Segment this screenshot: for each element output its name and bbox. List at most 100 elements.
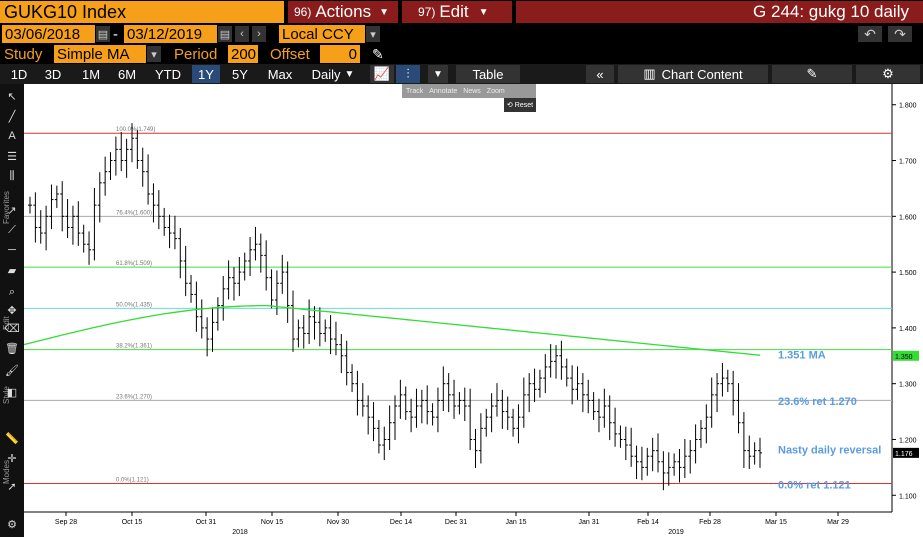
arrow-tool-icon[interactable]: ↗	[7, 204, 17, 217]
hline-tool-icon[interactable]: ─	[8, 244, 16, 256]
price-bar	[725, 369, 730, 393]
eraser-icon[interactable]: ⌫	[4, 322, 20, 335]
period-button-1d[interactable]: 1D	[10, 66, 28, 82]
price-bar	[521, 377, 526, 428]
edit-chart-icon[interactable]: ✎	[772, 65, 852, 83]
line-chart-icon[interactable]: 📈	[370, 65, 394, 83]
period-button-1y[interactable]: 1Y	[192, 65, 220, 83]
x-tick-label: Sep 28	[55, 519, 77, 526]
price-bar	[387, 405, 392, 451]
price-bar	[527, 373, 532, 413]
ray-tool-icon[interactable]: ⟋	[8, 223, 16, 236]
period-button-ytd[interactable]: YTD	[155, 66, 181, 82]
price-chart[interactable]: 1.800 1.700 1.600 1.500 1.400 1.300 1.200 1.100…	[23, 84, 923, 537]
study-select[interactable]: Simple MA	[54, 45, 146, 63]
fib-tool-icon[interactable]: ☰	[7, 150, 17, 163]
price-bar	[511, 408, 516, 437]
price-bar	[242, 252, 247, 281]
price-bar	[162, 207, 167, 236]
chevron-down-icon[interactable]: ▾	[147, 46, 161, 62]
period-button-6m[interactable]: 6M	[117, 66, 137, 82]
line-tool-icon[interactable]: ╱	[8, 110, 16, 123]
redo-icon[interactable]: ↷	[888, 26, 912, 42]
undo-icon[interactable]: ↶	[858, 26, 882, 42]
calendar-icon[interactable]: ▤	[96, 26, 110, 42]
delete-icon[interactable]: 🗑	[5, 342, 19, 355]
price-bar	[698, 419, 703, 448]
chevron-down-icon[interactable]: ▼	[428, 65, 448, 83]
reset-button[interactable]: ⟲ Reset	[504, 98, 536, 112]
calendar-icon[interactable]: ▤	[218, 26, 232, 42]
price-bar	[484, 408, 489, 437]
settings-icon[interactable]: ⚙	[7, 518, 17, 531]
x-tick-label: Dec 31	[445, 519, 467, 526]
x-tick-label: Nov 30	[327, 519, 349, 526]
bar-chart-icon[interactable]: ⫶	[396, 65, 420, 83]
price-bar	[60, 181, 65, 232]
price-bar	[543, 354, 548, 394]
date-range-bar: 03/06/2018 ▤ - 03/12/2019 ▤ ‹ › Local CC…	[0, 24, 923, 44]
price-bar	[124, 138, 129, 178]
price-bar	[280, 254, 285, 294]
chevron-right-icon[interactable]: ›	[252, 26, 266, 42]
crosshair-icon[interactable]: ✛	[7, 452, 17, 465]
price-bar	[607, 395, 612, 441]
collapse-icon[interactable]: «	[586, 65, 614, 83]
price-bar	[221, 276, 226, 321]
y-tick-label: 1.500	[899, 270, 917, 277]
measure-icon[interactable]: 📏	[5, 432, 19, 445]
price-bar	[537, 369, 542, 398]
price-bar	[33, 192, 38, 243]
annotation-text: 23.6% ret 1.270	[778, 396, 857, 408]
price-bar	[688, 440, 693, 474]
x-tick-label: Mar 15	[765, 519, 787, 526]
move-icon[interactable]: ✥	[7, 304, 17, 317]
offset-label: Offset	[270, 45, 310, 63]
chart-content-button[interactable]: ▥ Chart Content	[618, 65, 768, 83]
overlay-tool-track[interactable]: Track	[406, 87, 424, 95]
start-date-field[interactable]: 03/06/2018	[2, 25, 95, 43]
period-button-1m[interactable]: 1M	[81, 66, 101, 82]
period-button-max[interactable]: Max	[267, 66, 293, 82]
chart-svg: 1.800 1.700 1.600 1.500 1.400 1.300 1.200 1.100…	[23, 84, 919, 536]
overlay-tool-zoom[interactable]: Zoom	[486, 87, 505, 95]
chevron-left-icon[interactable]: ‹	[235, 26, 249, 42]
fib-label: 61.8%(1.509)	[116, 261, 152, 267]
channel-tool-icon[interactable]: ⫼	[9, 169, 15, 182]
price-bar	[736, 383, 741, 434]
price-bar	[376, 419, 381, 454]
price-bar	[623, 426, 628, 461]
zoom-icon[interactable]: ⌕	[8, 285, 16, 298]
period-button-3d[interactable]: 3D	[44, 66, 62, 82]
price-bar	[715, 373, 720, 413]
chevron-down-icon[interactable]: ▾	[366, 26, 380, 42]
price-bar	[151, 183, 156, 223]
y-tick-label: 1.100	[899, 493, 917, 500]
pencil-icon[interactable]: ✎	[372, 45, 384, 62]
price-bar	[167, 214, 172, 249]
gear-icon[interactable]: ⚙	[856, 65, 920, 83]
security-field[interactable]: GUKG10 Index	[0, 1, 284, 23]
cursor-icon[interactable]: ↖	[7, 90, 17, 103]
currency-select[interactable]: Local CCY	[279, 25, 365, 43]
end-date-field[interactable]: 03/12/2019	[124, 25, 217, 43]
text-tool-icon[interactable]: A	[8, 130, 16, 142]
pointer-mode-icon[interactable]: ➚	[7, 480, 17, 493]
edit-menu[interactable]: 97) Edit ▼	[402, 1, 512, 23]
offset-field[interactable]: 0	[320, 45, 360, 63]
period-button-5y[interactable]: 5Y	[232, 66, 248, 82]
frequency-select[interactable]: Daily ▼	[302, 65, 364, 83]
price-bar	[656, 433, 661, 473]
price-bar	[704, 404, 709, 444]
price-bar	[693, 424, 698, 464]
table-button[interactable]: Table	[456, 65, 520, 83]
range-separator: -	[113, 25, 118, 43]
overlay-tool-annotate[interactable]: Annotate	[429, 87, 458, 95]
brush-icon[interactable]: 🖌	[5, 364, 19, 377]
overlay-tool-news[interactable]: News	[463, 87, 481, 95]
price-bar	[462, 387, 467, 422]
actions-menu[interactable]: 96) Actions ▼	[288, 1, 398, 23]
period-field[interactable]: 200	[228, 45, 258, 63]
band-tool-icon[interactable]: ▰	[7, 264, 17, 277]
color-icon[interactable]: ◧	[6, 386, 18, 399]
